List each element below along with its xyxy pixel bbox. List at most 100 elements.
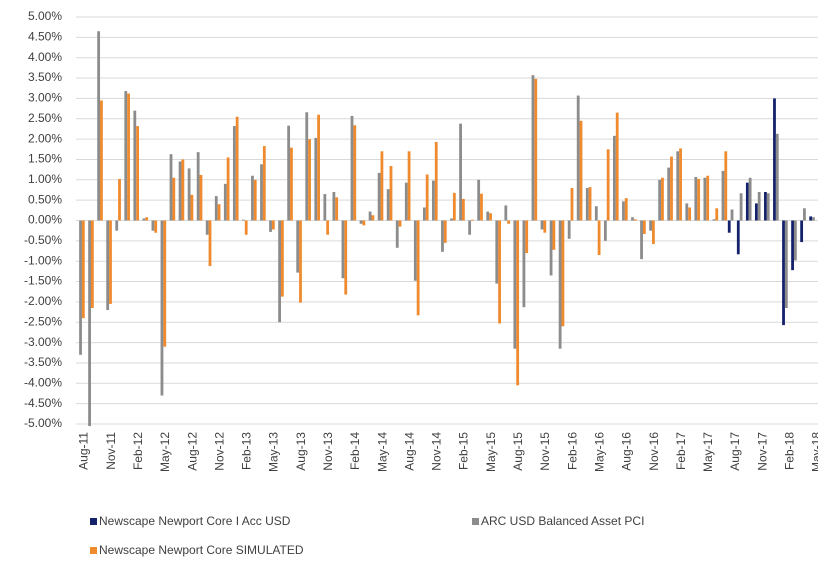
bar [253, 179, 257, 221]
bar [588, 187, 592, 221]
bar [579, 120, 583, 221]
bar [377, 172, 381, 221]
bar [386, 189, 390, 221]
bar [416, 220, 420, 316]
bar [667, 167, 671, 221]
x-tick-label: Feb-18 [783, 432, 797, 470]
bar [136, 126, 140, 221]
bar [244, 220, 248, 235]
x-tick-label: May-12 [158, 432, 172, 472]
bar [513, 220, 517, 349]
x-tick-label: Nov-12 [212, 432, 226, 471]
bar [784, 220, 788, 309]
bar [280, 220, 284, 297]
bar [232, 126, 236, 221]
bar [100, 100, 103, 221]
x-tick-label: Aug-12 [185, 432, 199, 471]
bar [459, 123, 462, 221]
bar [640, 220, 643, 260]
bar [169, 154, 173, 221]
legend-label: ARC USD Balanced Asset PCI [481, 514, 644, 528]
bar [262, 146, 266, 221]
bar [764, 192, 767, 221]
bar [561, 220, 565, 327]
bar [516, 220, 520, 386]
bar [296, 220, 300, 273]
bar [477, 179, 481, 221]
bar [495, 220, 499, 284]
legend-label: Newscape Newport Core SIMULATED [99, 543, 304, 557]
bar [269, 220, 272, 232]
bar [597, 220, 601, 256]
bar [649, 220, 652, 231]
bar [181, 159, 185, 221]
bar [106, 220, 110, 311]
x-tick-label: Aug-15 [511, 432, 525, 471]
bar [287, 125, 291, 221]
y-tick-label: -2.00% [24, 294, 62, 308]
bar [809, 216, 813, 221]
y-tick-label: 3.00% [28, 91, 62, 105]
bar [712, 219, 716, 221]
bar [443, 220, 447, 243]
bar [552, 220, 556, 250]
x-tick-label: Aug-13 [294, 432, 308, 471]
bar [461, 198, 465, 221]
y-tick-label: 2.50% [28, 111, 62, 125]
bar [90, 220, 94, 309]
bar [196, 152, 200, 221]
bar [766, 193, 770, 221]
bar [441, 220, 444, 252]
bar [576, 95, 580, 221]
legend-swatch [90, 518, 97, 525]
y-tick-label: 4.50% [28, 30, 62, 44]
bar [350, 115, 354, 221]
bar [404, 182, 408, 221]
y-tick-label: 3.50% [28, 70, 62, 84]
bar [567, 220, 571, 239]
legend-swatch [472, 518, 479, 525]
x-tick-label: Feb-14 [348, 432, 362, 470]
y-tick-label: -4.50% [24, 396, 62, 410]
x-tick-label: May-13 [267, 432, 281, 472]
bar [205, 220, 209, 235]
bar [118, 178, 121, 221]
bar [278, 220, 281, 323]
bar [775, 133, 779, 221]
bar [480, 193, 483, 221]
bar [791, 220, 794, 271]
bar [471, 219, 474, 221]
bar [452, 192, 456, 221]
bar [739, 193, 743, 221]
bar [79, 220, 82, 355]
bar [142, 218, 146, 221]
bar [223, 183, 227, 221]
bar [676, 151, 680, 221]
bar [715, 208, 719, 221]
bar [371, 215, 375, 221]
bar [88, 220, 91, 427]
x-tick-label: May-14 [375, 432, 389, 472]
bar [145, 217, 149, 221]
bar [489, 213, 492, 221]
bar [422, 207, 426, 221]
x-tick-label: Nov-14 [430, 432, 444, 471]
bar [413, 220, 417, 281]
bar [622, 201, 625, 221]
bar [242, 219, 245, 221]
x-tick-label: Feb-13 [240, 432, 254, 470]
y-tick-label: 0.50% [28, 192, 62, 206]
x-tick-label: Feb-15 [457, 432, 471, 470]
bar [615, 112, 619, 221]
y-tick-label: -0.50% [24, 233, 62, 247]
x-tick-label: Aug-16 [620, 432, 634, 471]
y-tick-label: 4.00% [28, 50, 62, 64]
bar [531, 75, 535, 221]
x-tick-label: Nov-11 [104, 432, 118, 470]
x-tick-label: Aug-11 [77, 432, 91, 470]
bar [793, 220, 797, 261]
bar [773, 98, 776, 221]
bar [694, 176, 698, 221]
x-tick-label: Nov-16 [647, 432, 661, 471]
y-tick-label: -1.00% [24, 253, 62, 267]
